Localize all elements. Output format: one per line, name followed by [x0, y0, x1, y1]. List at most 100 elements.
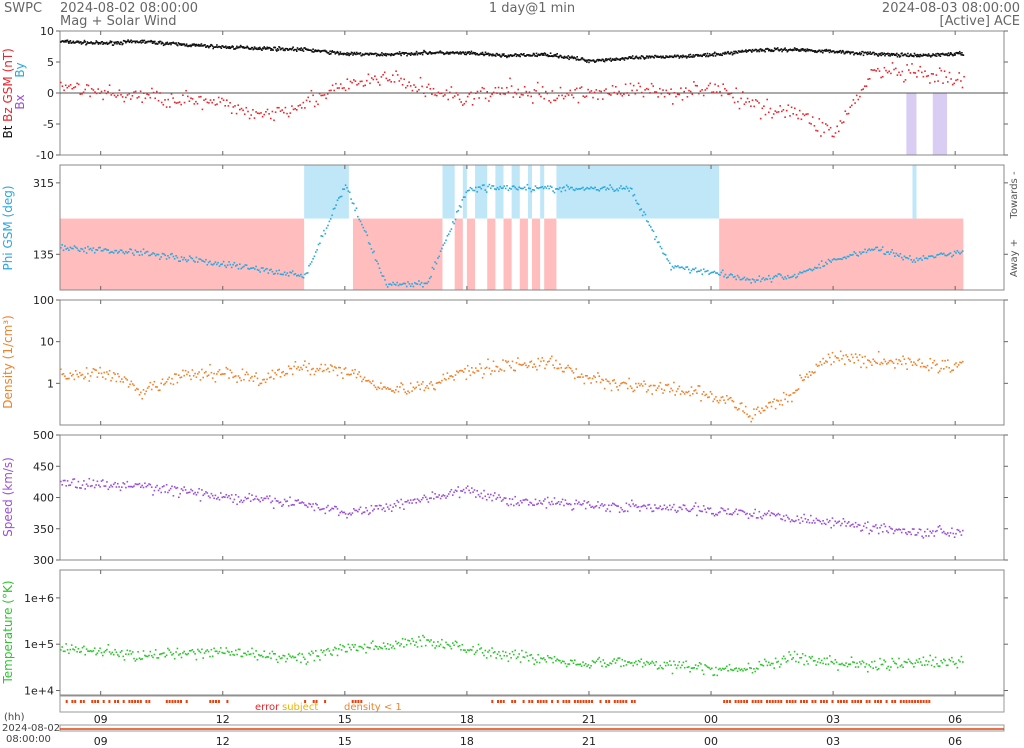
density-panel-density-point [669, 390, 671, 393]
mag-panel-bt-point [825, 50, 827, 52]
mag-panel-bz-point [105, 92, 108, 95]
phi-panel-phi-point [150, 253, 153, 255]
speed-panel-speed-point [297, 499, 299, 501]
temperature-panel-temperature-point [243, 652, 245, 655]
speed-panel-speed-point [943, 530, 945, 533]
phi-panel-phi-point [742, 277, 744, 280]
temperature-panel-temperature-point [289, 655, 291, 657]
phi-panel-phi-point [348, 191, 351, 194]
temperature-panel-temperature-point [830, 660, 832, 663]
phi-panel-phi-point [209, 260, 211, 263]
phi-panel-phi-point [457, 209, 459, 212]
density-panel-density-point [144, 393, 146, 395]
hour-tick-label-7: 06 [948, 713, 962, 726]
phi-panel-phi-point [701, 273, 704, 275]
mag-panel-bt-point [190, 44, 193, 47]
speed-panel-speed-point [154, 486, 157, 489]
phi-panel-phi-point [390, 284, 393, 286]
phi-panel-phi-point [216, 263, 218, 266]
flag-mark [633, 700, 636, 703]
phi-panel-phi-point [270, 268, 272, 271]
phi-panel-phi-point [685, 266, 687, 268]
phi-panel-phi-point [508, 187, 511, 189]
density-panel-density-point [363, 376, 366, 379]
speed-panel-speed-point [111, 485, 114, 488]
quality-flag-strip: error subject density < 1 [59, 695, 1005, 713]
temperature-panel-temperature-point [850, 656, 853, 658]
density-panel-density-point [296, 367, 298, 370]
mag-panel-bt-point [896, 52, 898, 55]
temperature-panel-temperature-point [125, 653, 127, 655]
speed-panel-speed-point [365, 507, 367, 509]
temperature-panel-temperature-point [241, 655, 244, 658]
density-panel-density-point [210, 371, 213, 374]
mag-panel-bz-point [727, 93, 729, 95]
temperature-panel-temperature-point [462, 649, 465, 651]
flag-mark [734, 700, 737, 703]
mag-panel-ytick-label-0: 10 [40, 25, 54, 38]
speed-panel-speed-point [755, 517, 758, 519]
mag-panel-bz-point [535, 90, 537, 92]
speed-panel-speed-point [678, 506, 681, 509]
temperature-panel-temperature-point [844, 664, 846, 667]
mag-panel-bt-point [506, 55, 509, 58]
temperature-panel-temperature-point [766, 664, 769, 667]
phi-panel-phi-point [599, 188, 602, 190]
mag-panel-bt-point [265, 47, 268, 50]
speed-panel-speed-point [820, 523, 823, 525]
mag-panel-bt-point [893, 53, 895, 55]
hour-tick-label-bottom-7: 06 [948, 735, 962, 748]
mag-panel-bz-point [234, 105, 236, 107]
temperature-panel-temperature-point [891, 657, 893, 660]
speed-panel-speed-point [180, 488, 183, 490]
mag-panel-bt-point [751, 48, 754, 51]
mag-panel-bt-point [286, 48, 288, 50]
mag-panel-bt-point [482, 53, 484, 56]
speed-panel-speed-point [491, 499, 493, 502]
mag-panel-bz-point [439, 92, 441, 95]
flag-mark [531, 700, 534, 703]
mag-panel-bt-point [881, 52, 883, 54]
mag-panel-bz-point [240, 107, 243, 110]
phi-away-band-0 [60, 218, 305, 290]
phi-panel-phi-point [652, 230, 655, 233]
speed-panel-ytick-label-2: 400 [33, 492, 54, 505]
density-panel-density-point [754, 414, 756, 416]
temperature-panel-temperature-point [913, 666, 915, 668]
speed-panel-speed-point [415, 502, 417, 504]
temperature-panel-temperature-point [99, 647, 101, 650]
speed-panel-speed-point [205, 491, 207, 493]
hour-tick-label-5: 00 [704, 713, 718, 726]
temperature-panel-temperature-point [951, 656, 953, 659]
mag-panel-bt-point [129, 40, 132, 43]
phi-panel-phi-point [765, 277, 767, 280]
mag-panel-bz-point [720, 94, 723, 97]
temperature-panel-temperature-point [731, 669, 733, 671]
mag-panel-bz-point [719, 90, 721, 93]
speed-panel-speed-point [774, 515, 777, 517]
mag-panel-bz-point [878, 70, 881, 72]
flag-mark [148, 700, 151, 703]
mag-panel-bt-point [879, 52, 882, 55]
speed-panel-speed-point [229, 497, 232, 500]
density-panel-density-point [131, 383, 134, 385]
mag-panel-bz-point [847, 112, 850, 115]
mag-panel-bt-point [344, 53, 347, 55]
phi-panel-phi-point [580, 187, 583, 190]
phi-panel-phi-point [784, 276, 786, 278]
temperature-panel-temperature-point [122, 655, 124, 658]
flag-mark [174, 700, 177, 703]
mag-panel-bt-point [827, 49, 830, 51]
mag-panel-bz-point [73, 86, 75, 89]
mag-panel-bz-point [263, 113, 265, 116]
temperature-panel-temperature-point [508, 652, 511, 655]
density-panel-density-point [660, 388, 663, 390]
speed-panel-speed-point [435, 496, 438, 498]
density-panel-density-point [777, 400, 780, 402]
mag-panel-bt-point [200, 43, 203, 45]
mag-panel-bt-point [205, 46, 208, 48]
mag-panel-bz-point [147, 94, 150, 96]
phi-panel-phi-point [789, 276, 792, 279]
mag-panel-bz-point [844, 110, 847, 112]
density-panel-density-point [199, 379, 202, 381]
